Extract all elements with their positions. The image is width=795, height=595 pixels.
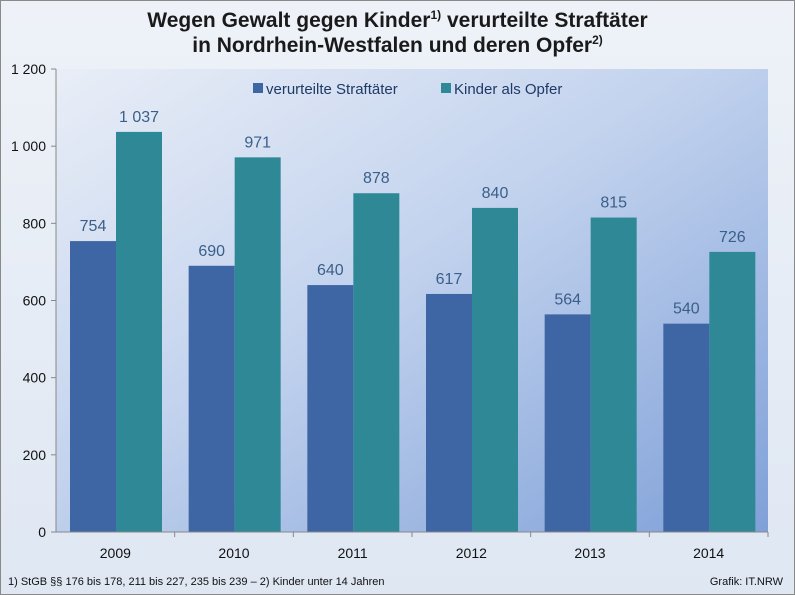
y-tick-label: 800 xyxy=(23,215,47,231)
legend-swatch xyxy=(441,83,451,93)
chart-title: Wegen Gewalt gegen Kinder1) verurteilte … xyxy=(0,8,795,58)
bar-opfer xyxy=(116,131,162,532)
y-tick-label: 600 xyxy=(23,293,47,309)
bar-straftaeter xyxy=(188,265,235,532)
data-label: 1 037 xyxy=(119,109,159,126)
title-line1-a: Wegen Gewalt gegen Kinder xyxy=(147,9,431,32)
data-label: 754 xyxy=(80,218,107,235)
data-label: 815 xyxy=(600,195,627,212)
bar-opfer xyxy=(472,207,518,532)
bar-opfer xyxy=(590,217,637,532)
data-label: 540 xyxy=(673,301,700,318)
bar-straftaeter xyxy=(663,323,710,532)
data-label: 690 xyxy=(198,243,225,260)
y-tick-label: 1 200 xyxy=(11,61,46,77)
legend-label: verurteilte Straftäter xyxy=(266,81,398,98)
x-axis: 2009 2010 2011 2012 2013 2014 xyxy=(56,531,769,561)
bar-opfer xyxy=(353,193,400,532)
bar-opfer xyxy=(234,157,281,532)
data-label: 564 xyxy=(554,291,581,308)
bar-opfer xyxy=(709,251,756,532)
title-line2: in Nordrhein-Westfalen und deren Opfer xyxy=(192,34,593,57)
legend-swatch xyxy=(253,83,263,93)
bars-group: 754 690 640 617 564 540 1 037 971 878 840 815 726 xyxy=(70,109,756,532)
x-tick-label: 2011 xyxy=(338,545,368,561)
title-line1-b: verurteilte Straftäter xyxy=(441,9,648,32)
plot-area xyxy=(56,69,768,532)
data-label: 640 xyxy=(317,262,344,279)
data-label: 878 xyxy=(363,170,390,187)
footnote: 1) StGB §§ 176 bis 178, 211 bis 227, 235… xyxy=(8,576,385,588)
title-footnote-ref-2: 2) xyxy=(592,33,603,47)
data-label: 840 xyxy=(482,185,509,202)
title-footnote-ref-1: 1) xyxy=(430,8,442,22)
data-label: 726 xyxy=(719,229,746,246)
y-axis: 0 200 400 600 800 1 000 1 200 xyxy=(11,61,57,540)
x-tick-label: 2013 xyxy=(574,545,605,561)
x-tick-label: 2012 xyxy=(456,545,487,561)
source-credit: Grafik: IT.NRW xyxy=(709,576,783,588)
legend: verurteilte Straftäter Kinder als Opfer xyxy=(253,81,562,98)
y-tick-label: 200 xyxy=(23,447,47,463)
x-tick-label: 2010 xyxy=(218,545,249,561)
y-tick-label: 400 xyxy=(23,370,47,386)
y-tick-label: 0 xyxy=(38,524,46,540)
data-label: 971 xyxy=(244,134,271,151)
bar-straftaeter xyxy=(426,293,472,532)
bar-straftaeter xyxy=(544,314,591,532)
y-tick-label: 1 000 xyxy=(11,138,46,154)
x-tick-label: 2009 xyxy=(100,545,131,561)
bar-straftaeter xyxy=(70,241,116,532)
bar-straftaeter xyxy=(307,285,354,532)
legend-label: Kinder als Opfer xyxy=(454,81,562,98)
data-label: 617 xyxy=(436,271,463,288)
x-tick-label: 2014 xyxy=(693,545,724,561)
